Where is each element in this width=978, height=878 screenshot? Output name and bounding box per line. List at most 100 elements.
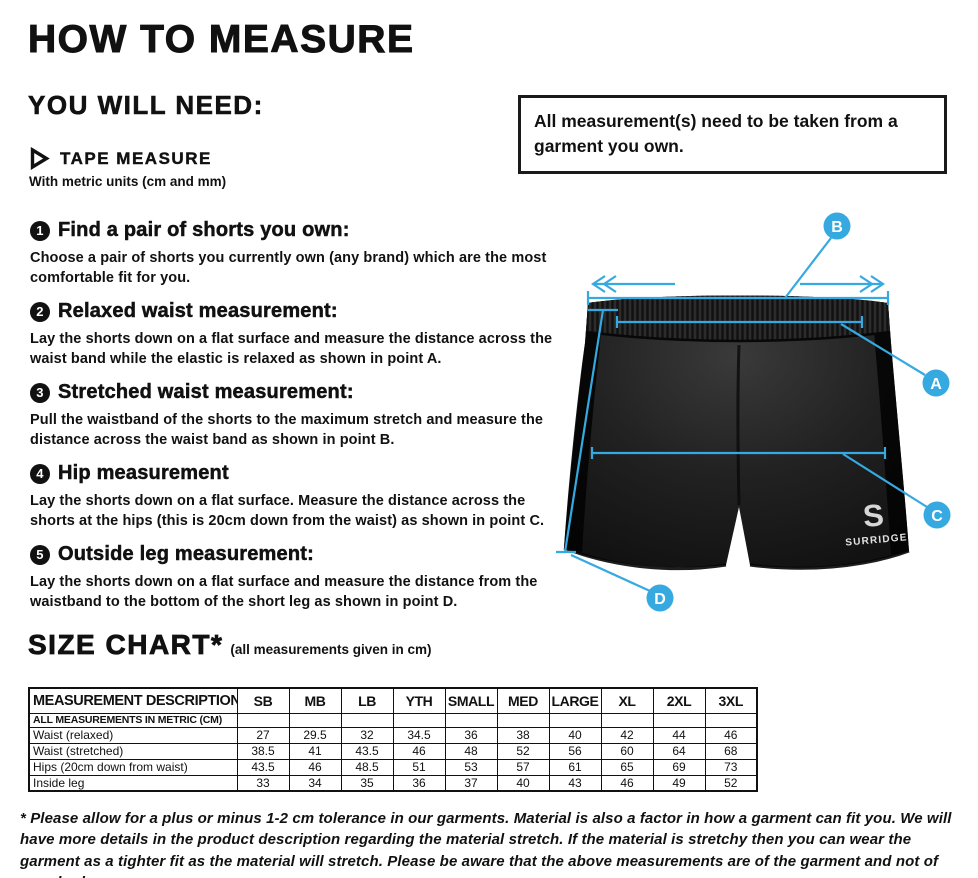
step-3-title: Stretched waist measurement:: [58, 381, 354, 404]
svg-text:C: C: [931, 508, 943, 525]
table-row-hips: Hips (20cm down from waist) 43.5 46 48.5…: [28, 758, 758, 776]
metric-note-cell: ALL MEASUREMENTS IN METRIC (CM): [28, 712, 238, 728]
row-label: Hips (20cm down from waist): [28, 758, 238, 776]
step-5-number-badge: 5: [30, 544, 50, 565]
cell: 53: [444, 758, 498, 776]
col-header-small: SMALL: [444, 687, 498, 714]
svg-text:A: A: [930, 376, 942, 393]
step-4-heading: 4 Hip measurement: [30, 462, 564, 485]
cell: 68: [704, 742, 758, 760]
step-2-heading: 2 Relaxed waist measurement:: [30, 300, 564, 323]
step-3-heading: 3 Stretched waist measurement:: [30, 381, 564, 404]
cell: 29.5: [288, 726, 342, 744]
table-row-waist-relaxed: Waist (relaxed) 27 29.5 32 34.5 36 38 40…: [28, 726, 758, 744]
step-3-number-badge: 3: [30, 382, 50, 403]
row-label: Waist (stretched): [28, 742, 238, 760]
cell: 43.5: [340, 742, 394, 760]
cell: 42: [600, 726, 654, 744]
step-4-body: Lay the shorts down on a flat surface. M…: [30, 493, 545, 529]
cell: 34.5: [392, 726, 446, 744]
cell: 44: [652, 726, 706, 744]
step-2-body: Lay the shorts down on a flat surface an…: [30, 331, 553, 367]
you-will-need-heading: YOU WILL NEED:: [28, 90, 264, 121]
shorts-left-panel: [564, 303, 602, 552]
cell: 46: [288, 758, 342, 776]
cell: 52: [496, 742, 550, 760]
cell: 57: [496, 758, 550, 776]
cell: 40: [496, 774, 550, 792]
col-header-3xl: 3XL: [704, 687, 758, 714]
cell: 49: [652, 774, 706, 792]
size-chart-subtitle: (all measurements given in cm): [230, 642, 432, 657]
cell: 69: [652, 758, 706, 776]
row-label: Inside leg: [28, 774, 238, 792]
step-3-body: Pull the waistband of the shorts to the …: [30, 412, 544, 448]
surridge-logo: S SURRIDGE: [845, 497, 908, 548]
cell: 35: [340, 774, 394, 792]
cell: 27: [236, 726, 290, 744]
step-2-number-badge: 2: [30, 301, 50, 322]
page-title: HOW TO MEASURE: [27, 18, 415, 62]
row-label: Waist (relaxed): [28, 726, 238, 744]
cell: 43: [548, 774, 602, 792]
cell: 73: [704, 758, 758, 776]
cell: 61: [548, 758, 602, 776]
cell: 41: [288, 742, 342, 760]
step-3: 3 Stretched waist measurement: Pull the …: [30, 381, 564, 450]
col-header-sb: SB: [236, 687, 290, 714]
cell: 36: [392, 774, 446, 792]
tape-measure-item: TAPE MEASURE: [29, 147, 212, 170]
play-triangle-icon: [30, 147, 50, 170]
tolerance-footnote: * Please allow for a plus or minus 1-2 c…: [20, 810, 952, 878]
cell: 52: [704, 774, 758, 792]
cell: 43.5: [236, 758, 290, 776]
marker-c: C: [923, 501, 951, 529]
table-row-waist-stretched: Waist (stretched) 38.5 41 43.5 46 48 52 …: [28, 742, 758, 760]
cell: 33: [236, 774, 290, 792]
size-chart-heading: SIZE CHART* (all measurements given in c…: [28, 629, 432, 661]
svg-text:B: B: [831, 219, 843, 236]
step-5-body: Lay the shorts down on a flat surface an…: [30, 574, 538, 610]
marker-d: D: [646, 584, 674, 612]
svg-text:D: D: [654, 591, 666, 608]
cell: 46: [392, 742, 446, 760]
cell: 38: [496, 726, 550, 744]
table-row-metric-note: ALL MEASUREMENTS IN METRIC (CM): [28, 712, 758, 728]
measurement-annotations: [556, 237, 928, 593]
col-header-2xl: 2XL: [652, 687, 706, 714]
step-2: 2 Relaxed waist measurement: Lay the sho…: [30, 300, 564, 369]
col-header-lb: LB: [340, 687, 394, 714]
step-2-title: Relaxed waist measurement:: [58, 300, 338, 323]
tape-measure-note: With metric units (cm and mm): [29, 174, 227, 189]
step-1-title: Find a pair of shorts you own:: [58, 219, 350, 242]
tape-measure-label: TAPE MEASURE: [60, 148, 212, 168]
cell: 46: [704, 726, 758, 744]
col-header-description: MEASUREMENT DESCRIPTION: [28, 687, 238, 714]
surridge-monogram-icon: S: [862, 497, 886, 534]
step-4-number-badge: 4: [30, 463, 50, 484]
size-chart-table: MEASUREMENT DESCRIPTION SB MB LB YTH SMA…: [28, 687, 758, 792]
step-4-title: Hip measurement: [58, 462, 229, 485]
step-5: 5 Outside leg measurement: Lay the short…: [30, 543, 564, 612]
cell: 40: [548, 726, 602, 744]
col-header-xl: XL: [600, 687, 654, 714]
step-5-heading: 5 Outside leg measurement:: [30, 543, 564, 566]
marker-a: A: [922, 369, 950, 397]
cell: 38.5: [236, 742, 290, 760]
step-5-title: Outside leg measurement:: [58, 543, 314, 566]
cell: 65: [600, 758, 654, 776]
measurement-note-box: All measurement(s) need to be taken from…: [518, 95, 947, 174]
step-1-heading: 1 Find a pair of shorts you own:: [30, 219, 564, 242]
cell: 64: [652, 742, 706, 760]
cell: 34: [288, 774, 342, 792]
col-header-med: MED: [496, 687, 550, 714]
col-header-large: LARGE: [548, 687, 602, 714]
shorts-measurement-diagram: S SURRIDGE: [556, 212, 951, 612]
cell: 48: [444, 742, 498, 760]
step-4: 4 Hip measurement Lay the shorts down on…: [30, 462, 564, 531]
marker-b: B: [823, 212, 851, 240]
cell: 37: [444, 774, 498, 792]
col-header-yth: YTH: [392, 687, 446, 714]
cell: 46: [600, 774, 654, 792]
